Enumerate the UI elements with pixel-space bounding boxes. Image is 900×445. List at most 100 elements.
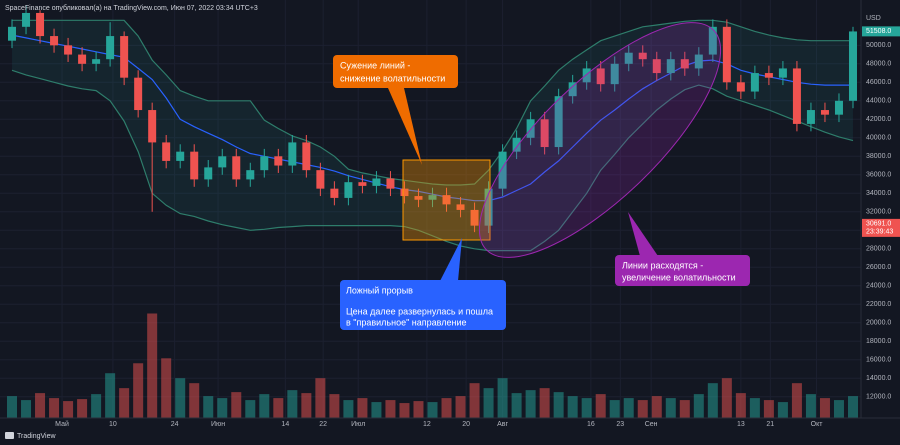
volume-bar (721, 378, 732, 418)
y-tick-label: 12000.0 (866, 394, 891, 401)
volume-bar (21, 400, 32, 418)
callout-text: в "правильное" направление (346, 317, 466, 327)
y-tick-label: 14000.0 (866, 375, 891, 382)
band-fill (12, 20, 853, 251)
candle-body (512, 137, 521, 152)
x-tick-label: Авг (497, 421, 508, 428)
candle-body (246, 170, 255, 180)
volume-bar (595, 394, 606, 418)
candle-body (428, 195, 437, 200)
candle-body (596, 68, 605, 85)
x-tick-label: 21 (766, 421, 774, 428)
candle-body (288, 142, 297, 166)
y-tick-label: 36000.0 (866, 172, 891, 179)
volume-bar (105, 373, 116, 418)
volume-bar (161, 358, 172, 418)
y-tick-label: 24000.0 (866, 283, 891, 290)
candle-body (316, 170, 325, 189)
volume-bar (133, 363, 144, 418)
candle-body (134, 77, 143, 111)
volume-bar (833, 400, 844, 418)
candle-body (568, 82, 577, 97)
volume-bar (525, 390, 536, 418)
volume-bar (749, 398, 760, 418)
volume-bar (623, 398, 634, 418)
candle-body (204, 167, 213, 180)
volume-bar (455, 396, 466, 418)
currency: USD (866, 15, 881, 22)
marker-price-label: 30691.0 (866, 221, 891, 228)
volume-bar (777, 402, 788, 418)
candle-body (820, 110, 829, 115)
volume-bar (357, 398, 368, 418)
candle-body (582, 68, 591, 83)
marker-time-label: 23:39:43 (866, 229, 893, 236)
volume-bar (539, 388, 550, 418)
grid (0, 0, 861, 418)
x-tick-label: 22 (319, 421, 327, 428)
volume-bar (679, 400, 690, 418)
candle-body (848, 31, 857, 101)
callout-text: Линии расходятся - (622, 260, 703, 270)
volume-bar (497, 378, 508, 418)
y-tick-label: 44000.0 (866, 98, 891, 105)
logo: TradingView (5, 432, 56, 440)
callout-box (333, 55, 458, 88)
candle-body (722, 26, 731, 83)
y-tick-label: 16000.0 (866, 357, 891, 364)
logo-text: TradingView (17, 433, 56, 440)
volume-bar (805, 394, 816, 418)
volume-bar (847, 396, 858, 418)
candle-body (708, 26, 717, 55)
candle-body (176, 151, 185, 161)
callout-text: увеличение волатильности (622, 272, 736, 282)
x-tick-label: Июн (211, 421, 225, 428)
candle-body (50, 36, 59, 46)
x-tick-label: 20 (462, 421, 470, 428)
candle-body (414, 196, 423, 200)
x-tick-label: 16 (587, 421, 595, 428)
candle-body (78, 54, 87, 64)
volume-bar (371, 402, 382, 418)
y-tick-label: 18000.0 (866, 338, 891, 345)
marker-price-tag (862, 218, 900, 237)
volume-bar (399, 403, 410, 418)
volume-bar (217, 398, 228, 418)
y-tick-label: 48000.0 (866, 61, 891, 68)
candle-body (638, 52, 647, 60)
candle-body (218, 156, 227, 168)
callout: Ложный прорыв Цена далее развернулась и п… (340, 238, 506, 330)
y-tick-label: 28000.0 (866, 246, 891, 253)
y-tick-label: 40000.0 (866, 135, 891, 142)
expansion-ellipse (478, 22, 722, 258)
volume-bar (427, 402, 438, 418)
annotations: Сужение линий - снижение волатильности Лож… (333, 55, 750, 330)
x-tick-label: Май (55, 420, 69, 428)
volume-bar (385, 400, 396, 418)
x-tick-label: 10 (109, 421, 117, 428)
volume-bar (301, 393, 312, 418)
volume-bar (175, 378, 186, 418)
y-tick-label: 38000.0 (866, 153, 891, 160)
x-tick-label: 12 (423, 421, 431, 428)
volume-bar (819, 398, 830, 418)
volume-bar (651, 396, 662, 418)
y-tick-label: 22000.0 (866, 301, 891, 308)
overlays (402, 22, 722, 258)
candle-body (302, 142, 311, 171)
callout-pointer (388, 88, 422, 165)
candles-layer (8, 5, 857, 234)
volume-bar (693, 394, 704, 418)
candle-body (22, 12, 31, 27)
candle-body (400, 188, 409, 197)
callout-text: снижение волатильности (340, 73, 445, 83)
volume-bar (77, 399, 88, 418)
volume-bar (287, 390, 298, 418)
x-tick-label: Июл (351, 421, 365, 428)
axis: 12000.0 14000.0 16000.0 18000.0 20000.0 22000… (0, 0, 900, 428)
volume-bar (469, 383, 480, 418)
candle-body (148, 110, 157, 143)
candle-body (274, 156, 283, 166)
y-tick-label: 34000.0 (866, 190, 891, 197)
